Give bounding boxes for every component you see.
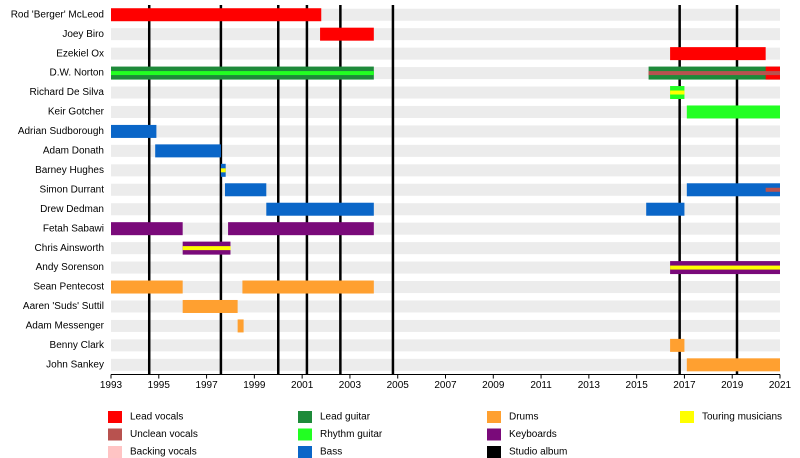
member-name: Sean Pentecost bbox=[33, 282, 104, 293]
x-tick-label: 1995 bbox=[148, 380, 171, 391]
x-tick-label: 2017 bbox=[673, 380, 696, 391]
legend-swatch bbox=[108, 411, 122, 423]
member-period bbox=[111, 280, 183, 294]
x-tick-label: 2009 bbox=[482, 380, 505, 391]
member-name: Richard De Silva bbox=[30, 87, 105, 98]
member-period bbox=[670, 265, 780, 270]
member-period bbox=[670, 90, 685, 95]
member-period bbox=[646, 202, 685, 216]
member-period bbox=[111, 124, 157, 138]
member-name: Simon Durrant bbox=[40, 184, 105, 195]
legend-swatch bbox=[298, 446, 312, 458]
member-period bbox=[266, 202, 374, 216]
x-tick-label: 2007 bbox=[434, 380, 457, 391]
member-name: D.W. Norton bbox=[50, 68, 104, 79]
member-period bbox=[182, 299, 238, 313]
member-name: Drew Dedman bbox=[40, 204, 104, 215]
legend-label: Keyboards bbox=[509, 429, 557, 440]
x-tick-label: 2005 bbox=[387, 380, 410, 391]
legend-swatch bbox=[108, 428, 122, 441]
member-period bbox=[670, 47, 766, 61]
legend-swatch bbox=[298, 411, 312, 423]
member-name: Adam Messenger bbox=[26, 321, 105, 332]
x-tick-label: 2011 bbox=[530, 380, 552, 391]
legend-label: Studio album bbox=[509, 447, 567, 458]
member-name: Adam Donath bbox=[43, 146, 104, 157]
member-name: Barney Hughes bbox=[35, 165, 104, 176]
legend-label: Backing vocals bbox=[130, 447, 197, 458]
member-period bbox=[111, 222, 183, 236]
legend-label: Lead guitar bbox=[320, 412, 371, 423]
member-name: Keir Gotcher bbox=[48, 107, 105, 118]
x-tick-label: 2013 bbox=[578, 380, 601, 391]
member-period bbox=[111, 8, 322, 22]
member-name: Adrian Sudborough bbox=[18, 126, 104, 137]
x-tick-label: 1999 bbox=[243, 380, 266, 391]
member-period bbox=[155, 144, 221, 158]
legend-swatch bbox=[108, 446, 122, 458]
member-period bbox=[237, 319, 244, 333]
x-tick-label: 2019 bbox=[721, 380, 744, 391]
x-tick-label: 1993 bbox=[100, 380, 123, 391]
legend-swatch bbox=[487, 428, 501, 441]
member-period bbox=[765, 187, 780, 192]
member-name: Chris Ainsworth bbox=[35, 243, 104, 254]
legend-swatch bbox=[680, 411, 694, 423]
legend-swatch bbox=[298, 428, 312, 441]
legend-label: Unclean vocals bbox=[130, 429, 198, 440]
member-name: Andy Sorenson bbox=[36, 262, 104, 273]
x-tick-label: 2015 bbox=[626, 380, 649, 391]
member-period bbox=[686, 105, 780, 119]
legend-swatch bbox=[487, 411, 501, 423]
legend-label: Lead vocals bbox=[130, 412, 183, 423]
member-name: John Sankey bbox=[46, 359, 104, 370]
member-period bbox=[686, 183, 780, 197]
member-period bbox=[648, 71, 780, 76]
member-period bbox=[224, 183, 267, 197]
x-tick-label: 2001 bbox=[291, 380, 314, 391]
member-period bbox=[670, 338, 685, 352]
member-name: Joey Biro bbox=[62, 29, 104, 40]
member-name: Rod 'Berger' McLeod bbox=[11, 9, 104, 20]
member-period bbox=[220, 168, 226, 173]
member-period bbox=[228, 222, 374, 236]
x-tick-label: 2021 bbox=[769, 380, 792, 391]
legend-label: Drums bbox=[509, 412, 538, 423]
legend-swatch bbox=[487, 446, 501, 458]
legend-label: Rhythm guitar bbox=[320, 429, 383, 440]
x-tick-label: 1997 bbox=[195, 380, 218, 391]
member-period bbox=[686, 358, 780, 372]
legend-label: Bass bbox=[320, 447, 342, 458]
member-name: Ezekiel Ox bbox=[56, 48, 104, 59]
member-period bbox=[320, 27, 374, 41]
member-period bbox=[182, 246, 231, 251]
legend-label: Touring musicians bbox=[702, 412, 782, 423]
x-tick-label: 2003 bbox=[339, 380, 362, 391]
member-name: Aaren 'Suds' Suttil bbox=[23, 301, 104, 312]
member-period bbox=[111, 71, 374, 76]
member-name: Benny Clark bbox=[50, 340, 105, 351]
member-period bbox=[242, 280, 374, 294]
member-name: Fetah Sabawi bbox=[43, 223, 104, 234]
